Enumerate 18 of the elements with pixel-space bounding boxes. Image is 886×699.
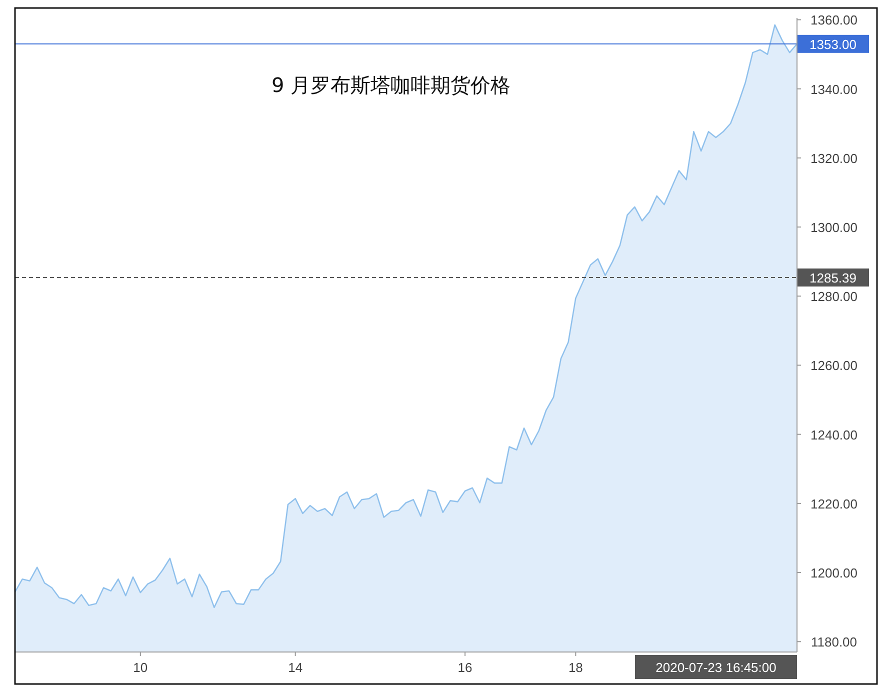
y-tick-label: 1260.00 xyxy=(810,358,858,374)
text: 2020-07-23 16:45:00 xyxy=(656,660,776,675)
y-tick-label: 1180.00 xyxy=(810,634,858,650)
x-tick-label: 18 xyxy=(568,660,583,675)
y-tick-label: 1280.00 xyxy=(810,289,858,304)
x-tick-label: 14 xyxy=(288,660,303,675)
y-tick-label: 1240.00 xyxy=(810,427,858,442)
x-tick-label: 10 xyxy=(133,660,148,675)
ref-line-label: 1353.00 xyxy=(810,36,856,52)
y-tick-label: 1220.00 xyxy=(810,496,858,512)
x-tick-label: 16 xyxy=(458,660,472,675)
y-tick-label: 1300.00 xyxy=(810,220,858,236)
y-tick-label: 1340.00 xyxy=(810,82,858,97)
y-tick-label: 1320.00 xyxy=(810,150,858,166)
ref-line-label: 1285.39 xyxy=(810,270,856,286)
y-tick-label: 1360.00 xyxy=(810,12,858,28)
y-tick-label: 1200.00 xyxy=(810,566,858,581)
text: 9 月罗布斯塔咖啡期货价格 xyxy=(271,73,511,97)
